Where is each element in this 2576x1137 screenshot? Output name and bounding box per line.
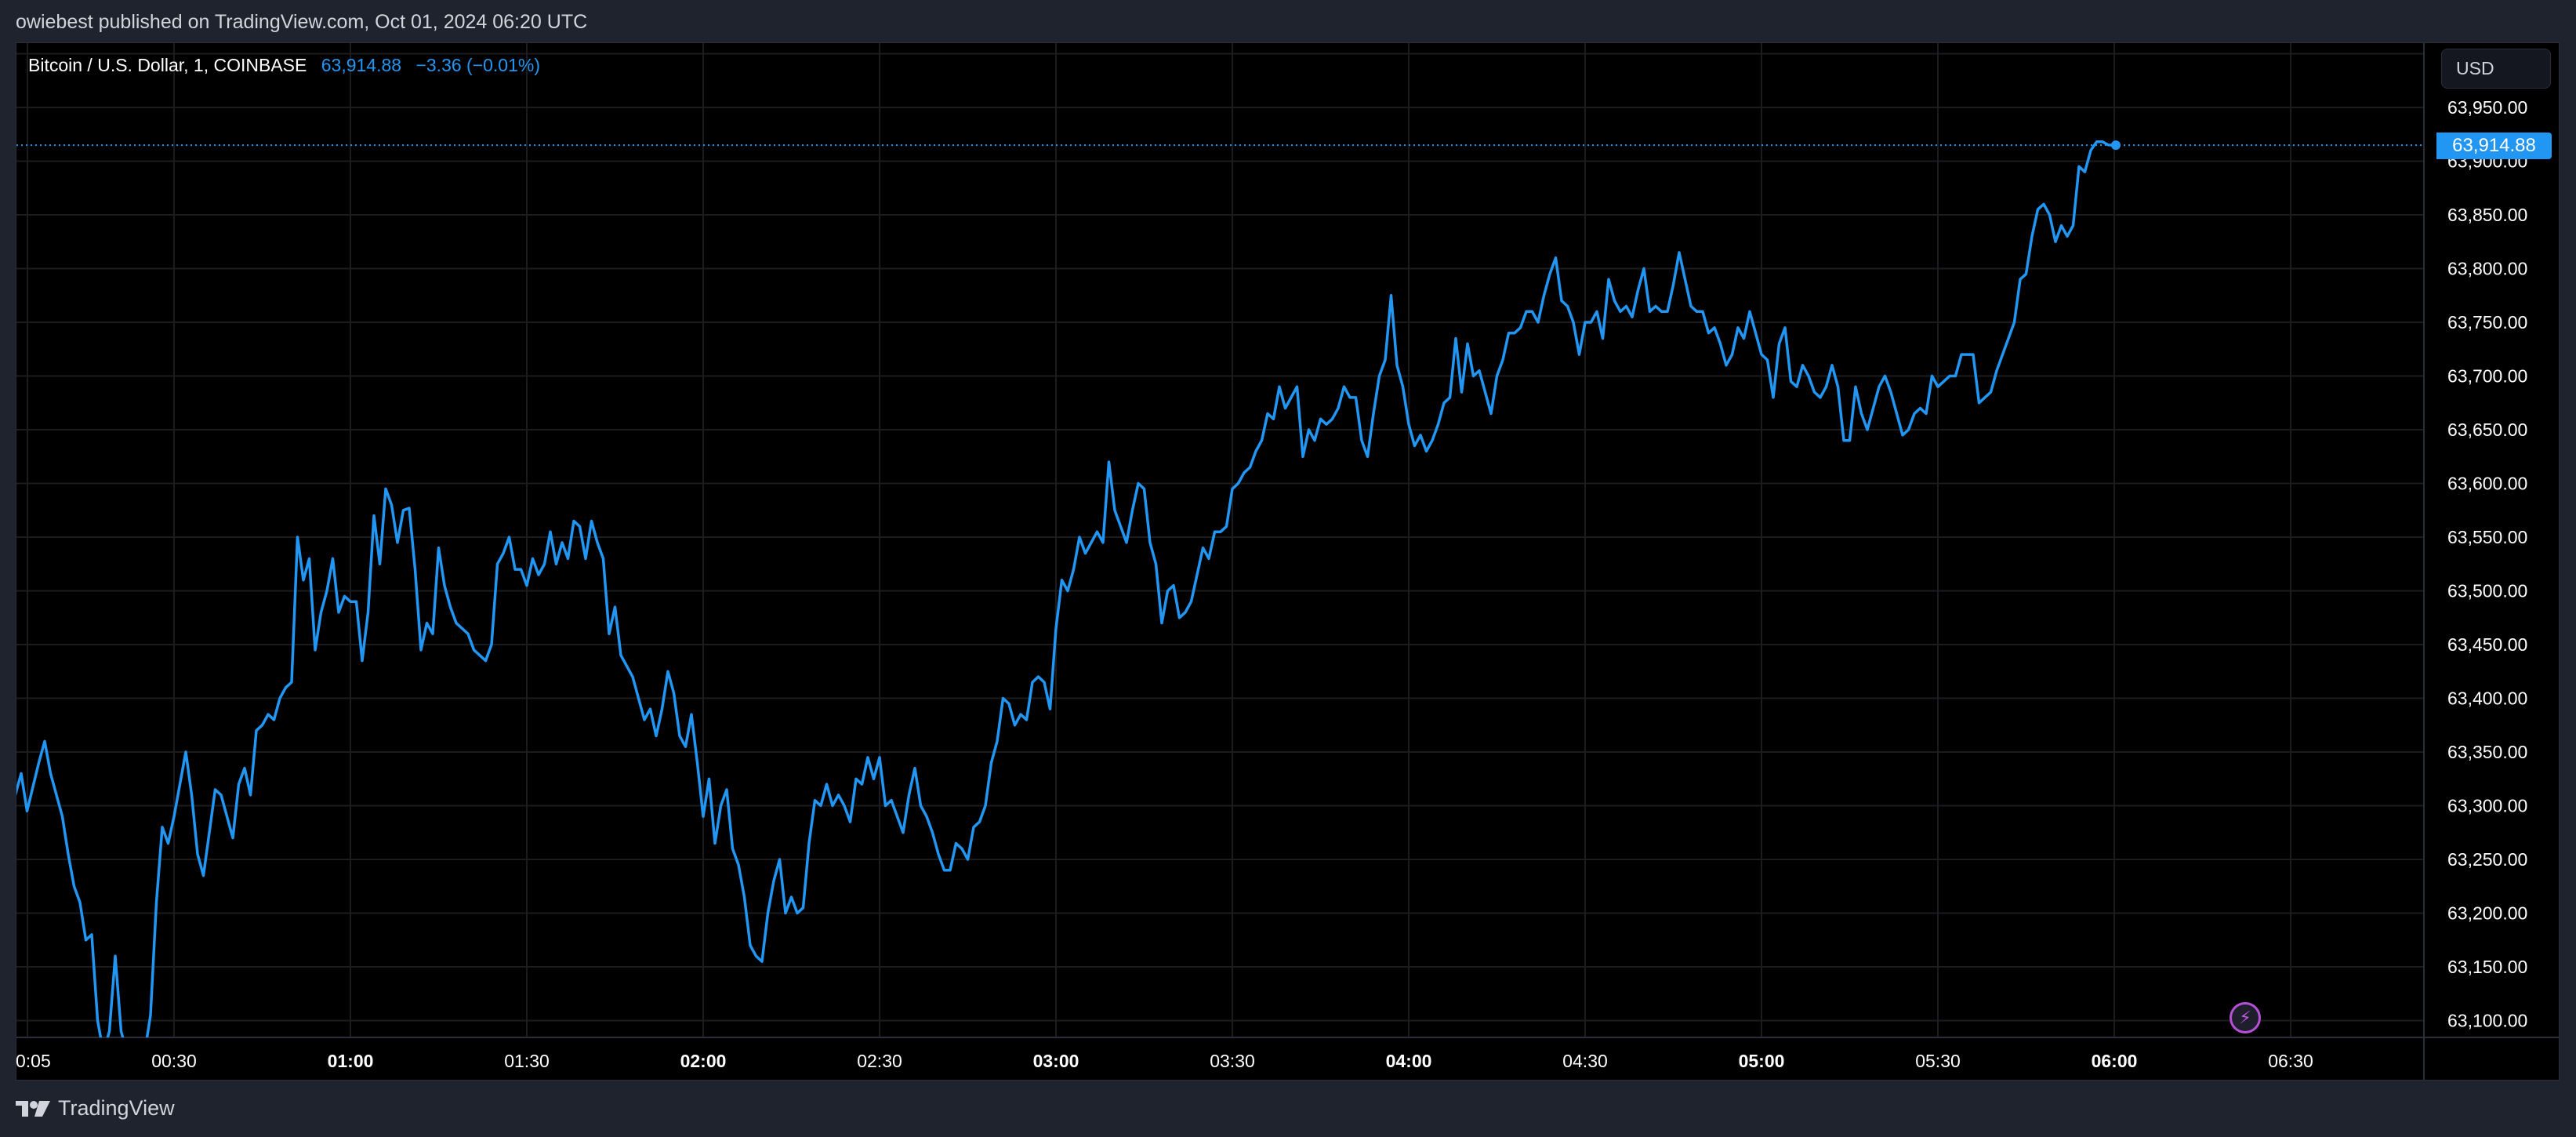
- price-axis-label: 63,550.00: [2447, 527, 2527, 547]
- time-axis-label: 05:30: [1915, 1051, 1961, 1071]
- price-axis-labels: 63,950.0063,900.0063,850.0063,800.0063,7…: [2447, 97, 2527, 1031]
- price-axis-label: 63,350.00: [2447, 742, 2527, 762]
- time-axis-label: 03:00: [1033, 1051, 1079, 1071]
- time-axis-label: 00:30: [151, 1051, 197, 1071]
- time-axis-labels: 0:05 00:30 01:00 01:30 02:00 02:30 03:00 03:30 0…: [16, 1051, 2313, 1071]
- last-price-dot: [2111, 140, 2121, 151]
- publisher-attribution: owiebest published on TradingView.com, O…: [16, 11, 588, 33]
- time-axis-label: 04:30: [1562, 1051, 1608, 1071]
- price-axis-label: 63,200.00: [2447, 903, 2527, 924]
- tradingview-logo[interactable]: TradingView: [16, 1096, 175, 1121]
- price-axis-label: 63,800.00: [2447, 259, 2527, 279]
- price-axis-label: 63,650.00: [2447, 420, 2527, 440]
- time-axis-label: 01:00: [328, 1051, 374, 1071]
- price-axis-label: 63,450.00: [2447, 634, 2527, 655]
- chart-grid: [16, 43, 2424, 1037]
- price-axis-label: 63,400.00: [2447, 688, 2527, 709]
- time-axis-label: 0:05: [16, 1051, 51, 1071]
- time-axis-label: 04:00: [1386, 1051, 1432, 1071]
- price-axis-label: 63,950.00: [2447, 97, 2527, 118]
- price-axis-label: 63,250.00: [2447, 849, 2527, 870]
- price-axis-label: 63,150.00: [2447, 957, 2527, 977]
- price-axis-label: 63,750.00: [2447, 312, 2527, 332]
- tradingview-logo-icon: [16, 1100, 50, 1117]
- symbol-title: Bitcoin / U.S. Dollar, 1, COINBASE: [28, 55, 307, 75]
- time-axis-label: 05:00: [1739, 1051, 1785, 1071]
- currency-button[interactable]: USD: [2441, 49, 2551, 89]
- price-axis-label: 63,600.00: [2447, 474, 2527, 494]
- lightning-icon[interactable]: ⚡: [2230, 1002, 2261, 1033]
- price-axis-label: 63,100.00: [2447, 1011, 2527, 1031]
- price-axis-label: 63,850.00: [2447, 205, 2527, 225]
- time-axis-label: 06:30: [2268, 1051, 2313, 1071]
- time-axis-label: 02:00: [680, 1051, 727, 1071]
- time-axis-label: 02:30: [857, 1051, 902, 1071]
- time-axis-label: 03:30: [1210, 1051, 1255, 1071]
- current-price-tag: 63,914.88: [2436, 133, 2552, 159]
- price-axis-label: 63,500.00: [2447, 581, 2527, 601]
- price-axis-label: 63,700.00: [2447, 366, 2527, 387]
- tradingview-brand-text: TradingView: [58, 1096, 175, 1120]
- time-axis-label: 06:00: [2092, 1051, 2138, 1071]
- price-line-series: [16, 140, 2115, 1037]
- last-price-value: 63,914.88: [321, 55, 402, 75]
- time-axis-label: 01:30: [504, 1051, 550, 1071]
- price-axis-label: 63,300.00: [2447, 796, 2527, 816]
- symbol-legend[interactable]: Bitcoin / U.S. Dollar, 1, COINBASE 63,91…: [28, 55, 540, 76]
- price-change-value: −3.36 (−0.01%): [415, 55, 541, 75]
